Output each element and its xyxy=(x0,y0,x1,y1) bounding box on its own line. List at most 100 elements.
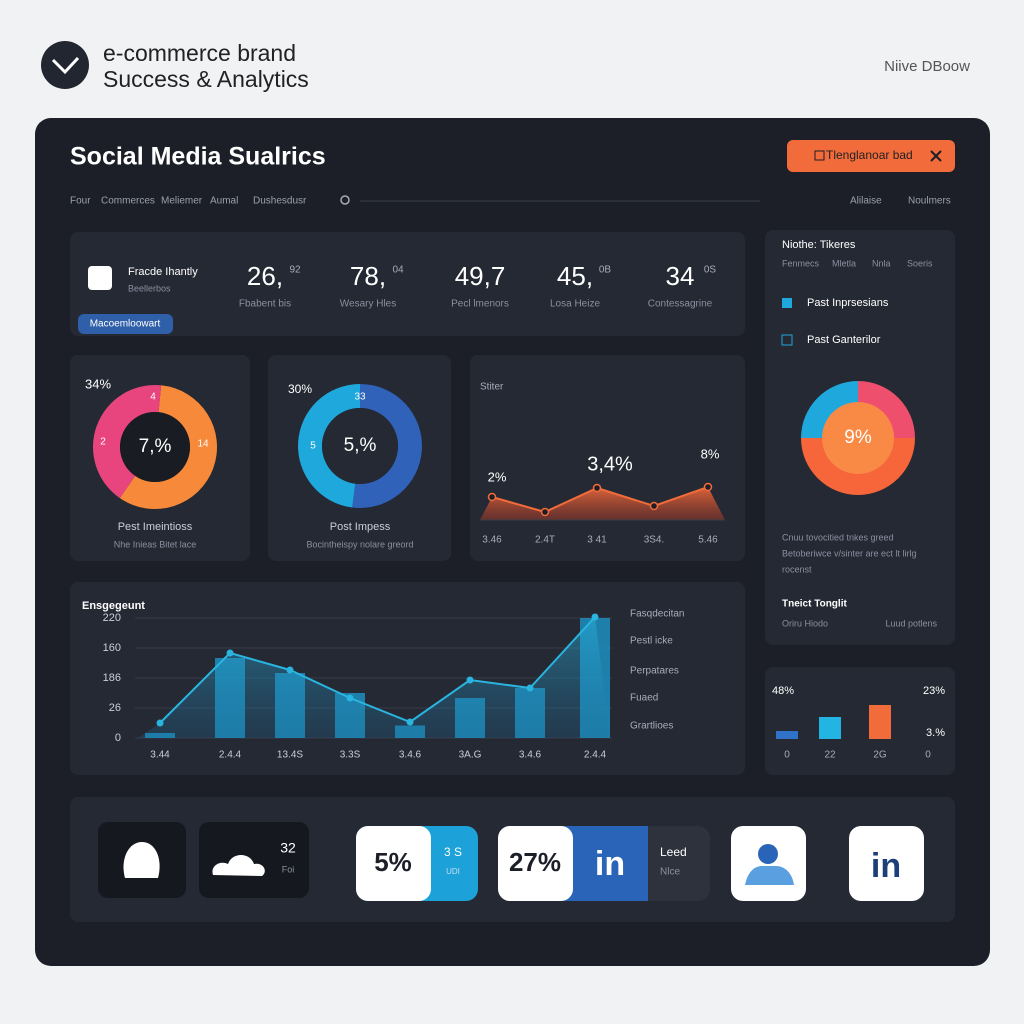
legend-entry: Fasqdecitan xyxy=(630,609,684,620)
donut-hole xyxy=(120,412,190,482)
label: 34% xyxy=(85,376,111,391)
point xyxy=(526,684,534,692)
label: Beellerbos xyxy=(128,283,171,293)
logo xyxy=(41,41,89,89)
donut-segment xyxy=(352,384,422,508)
x-tick-label: 2.4.4 xyxy=(584,750,607,761)
stats-card xyxy=(70,232,745,336)
point xyxy=(226,649,234,657)
x-tick-label: 0 xyxy=(784,750,790,761)
label: 78, xyxy=(350,261,386,291)
label: Fbabent bis xyxy=(239,299,291,310)
label: Losa Heize xyxy=(550,299,600,310)
label: Niive DBoow xyxy=(884,58,970,75)
label: 27% xyxy=(509,847,561,877)
donut-segment xyxy=(92,384,162,499)
label: Luud potlens xyxy=(885,618,937,628)
label: 5% xyxy=(374,847,412,877)
y-tick-label: 220 xyxy=(103,612,121,624)
label: UDI xyxy=(446,867,460,876)
user-icon-head xyxy=(758,844,778,864)
x-tick-label: 2.4.4 xyxy=(219,750,242,761)
label: 5 xyxy=(310,441,316,452)
point xyxy=(346,694,354,702)
label: Fracde Ihantly xyxy=(128,266,198,278)
legend-entry: Perpatares xyxy=(630,666,679,677)
x-tick-label: 3.44 xyxy=(150,750,170,761)
y-tick-label: 186 xyxy=(103,672,121,684)
point xyxy=(703,482,713,492)
tile[interactable] xyxy=(199,822,309,898)
badge[interactable] xyxy=(78,314,173,334)
x-tick-label: 22 xyxy=(824,750,836,761)
label: Post Impess xyxy=(330,521,391,533)
point xyxy=(466,676,474,684)
point xyxy=(591,613,599,621)
label: Dushesdusr xyxy=(253,196,307,207)
label: Leed xyxy=(660,845,687,859)
label: 3S4. xyxy=(644,535,665,546)
tile-blue xyxy=(560,826,648,901)
x-tick-label: 2G xyxy=(873,750,887,761)
label: Niothe: Tikeres xyxy=(782,239,856,251)
label: Past Inprsesians xyxy=(807,297,889,309)
y-tick-label: 26 xyxy=(109,702,121,714)
donut-segment xyxy=(119,385,217,509)
legend-entry: Fuaed xyxy=(630,693,658,704)
label: Contessagrine xyxy=(648,299,713,310)
search-icon[interactable] xyxy=(340,195,350,205)
point xyxy=(406,718,414,726)
tile[interactable] xyxy=(849,826,924,901)
label: Success & Analytics xyxy=(103,66,309,92)
label: Commerces xyxy=(101,196,155,207)
point xyxy=(286,666,294,674)
user-icon xyxy=(745,866,794,885)
label: 33 xyxy=(354,392,366,403)
x-tick-label: 3.3S xyxy=(340,750,361,761)
x-tick-label: 3.4.6 xyxy=(519,750,542,761)
label: Betoberiwce v/sinter are ect lt lirlg xyxy=(782,548,917,558)
label: 23% xyxy=(923,685,945,697)
label: Alilaise xyxy=(850,196,882,207)
label: 92 xyxy=(289,265,301,276)
label: 3 S xyxy=(444,845,462,859)
label: e-commerce brand xyxy=(103,40,296,66)
legend-entry: Pestl icke xyxy=(630,636,673,647)
label: 2.4T xyxy=(535,535,555,546)
line xyxy=(159,616,596,724)
point xyxy=(487,492,497,502)
legend-entry: Grartlioes xyxy=(630,721,673,732)
donut-segment xyxy=(297,384,360,508)
label: Nnla xyxy=(872,258,891,268)
label: Macoemloowart xyxy=(90,319,161,330)
item-icon xyxy=(782,298,792,308)
person-icon xyxy=(123,842,160,878)
x-tick-label: 3A.G xyxy=(459,750,482,761)
small-bar-card xyxy=(765,667,955,775)
label: Nhe Inieas Bitet lace xyxy=(114,539,197,549)
label: Nlce xyxy=(660,867,680,878)
label: Meliemer xyxy=(161,196,203,207)
button[interactable] xyxy=(787,140,955,172)
x-tick-label: 3.4.6 xyxy=(399,750,422,761)
label: Ensgegeunt xyxy=(82,600,145,612)
close-icon[interactable] xyxy=(930,150,942,162)
bar xyxy=(869,705,891,739)
label: 3.46 xyxy=(482,535,502,546)
label: 26, xyxy=(247,261,283,291)
facebook-icon xyxy=(88,266,112,290)
label: Mletla xyxy=(832,258,856,268)
label: Wesary Hles xyxy=(340,299,397,310)
label: Social Media Sualrics xyxy=(70,143,326,171)
cloud-icon xyxy=(212,855,265,876)
label: 14 xyxy=(197,439,209,450)
label: Pest Imeintioss xyxy=(118,521,193,533)
label: 34 xyxy=(666,261,695,291)
label: 5.46 xyxy=(698,535,718,546)
label: Noulmers xyxy=(908,196,951,207)
point xyxy=(649,501,659,511)
label: in xyxy=(871,847,901,885)
label: 30% xyxy=(288,382,312,396)
label: Tneict Tonglit xyxy=(782,599,847,610)
